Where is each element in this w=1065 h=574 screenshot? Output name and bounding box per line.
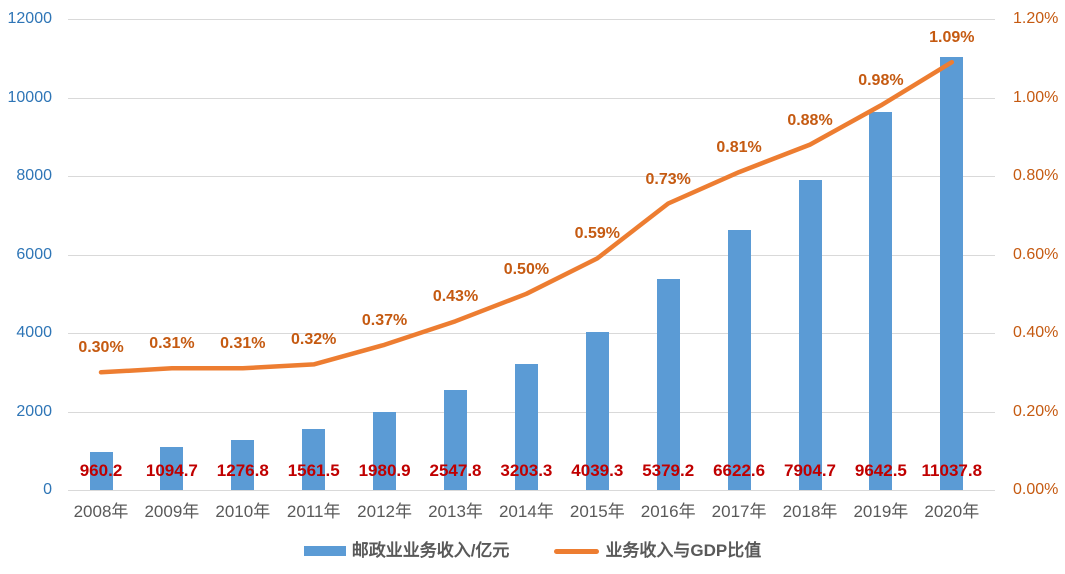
x-axis-label: 2018年 — [782, 502, 838, 521]
bar-2010年 — [231, 439, 255, 490]
bar-value-label: 1094.7 — [145, 461, 198, 480]
y-axis-right-tick: 0.20% — [1013, 402, 1059, 420]
x-axis-label: 2014年 — [498, 502, 554, 521]
line-value-label: 0.30% — [78, 339, 124, 357]
line-value-label: 0.32% — [291, 331, 337, 349]
x-axis-label: 2016年 — [640, 502, 696, 521]
gridline — [68, 490, 995, 491]
bar-value-label: 1276.8 — [216, 461, 269, 480]
line-value-label: 0.81% — [716, 139, 762, 157]
y-axis-right-tick: 1.00% — [1013, 88, 1059, 106]
gridline — [68, 333, 995, 334]
bar-value-label: 3203.3 — [500, 461, 553, 480]
y-axis-right-tick: 0.60% — [1013, 245, 1059, 263]
x-axis-label: 2012年 — [357, 502, 413, 521]
y-axis-right-tick: 0.00% — [1013, 481, 1059, 498]
y-axis-left-tick: 8000 — [16, 167, 52, 184]
line-value-label: 1.09% — [929, 29, 975, 47]
x-axis-label: 2008年 — [73, 502, 129, 521]
bar-2011年 — [302, 428, 326, 490]
legend: 邮政业业务收入/亿元 业务收入与GDP比值 — [0, 541, 1065, 561]
line-value-label: 0.50% — [503, 260, 550, 278]
bar-2016年 — [656, 278, 680, 490]
bar-value-label: 1980.9 — [358, 461, 411, 480]
x-axis-label: 2019年 — [853, 502, 909, 521]
legend-item-revenue: 邮政业业务收入/亿元 — [303, 541, 510, 561]
x-axis-label: 2020年 — [924, 502, 980, 521]
bar-2008年 — [89, 452, 113, 490]
line-series-legend-label: 业务收入与GDP比值 — [605, 541, 762, 560]
x-axis-label: 2013年 — [428, 502, 483, 521]
bar-value-label: 11037.8 — [921, 461, 983, 480]
y-axis-left-tick: 0 — [43, 481, 52, 498]
gridline — [68, 254, 995, 256]
line-value-label: 0.88% — [787, 111, 833, 129]
line-value-label: 0.98% — [858, 72, 904, 90]
y-axis-right-tick: 0.80% — [1013, 167, 1059, 184]
bar-series-legend-label: 邮政业业务收入/亿元 — [351, 541, 510, 560]
line-value-label: 0.59% — [574, 225, 620, 243]
bar-value-label: 2547.8 — [429, 461, 482, 480]
y-axis-left-tick: 4000 — [16, 324, 52, 341]
y-axis-left-tick: 10000 — [7, 88, 53, 106]
bar-2017年 — [727, 230, 751, 490]
legend-item-gdp-ratio: 业务收入与GDP比值 — [554, 541, 761, 561]
bar-2009年 — [160, 447, 184, 490]
y-axis-left-tick: 12000 — [7, 10, 53, 27]
bar-2020年 — [940, 56, 964, 490]
y-axis-left-tick: 6000 — [16, 245, 52, 263]
y-axis-right-tick: 0.40% — [1013, 324, 1059, 341]
bar-value-label: 5379.2 — [642, 461, 695, 480]
bar-value-label: 6622.6 — [713, 461, 766, 480]
gridline — [68, 97, 995, 99]
gridline — [68, 19, 995, 20]
bar-2014年 — [514, 364, 538, 490]
y-axis-left-tick: 2000 — [16, 402, 52, 420]
bar-value-label: 4039.3 — [571, 461, 624, 480]
bar-value-label: 1561.5 — [287, 461, 340, 480]
line-value-label: 0.37% — [361, 311, 408, 329]
x-axis-label: 2011年 — [286, 502, 341, 521]
bar-value-label: 7904.7 — [784, 461, 836, 480]
bar-2012年 — [373, 412, 397, 490]
gdp-ratio-line — [98, 59, 955, 375]
line-value-label: 0.31% — [149, 335, 195, 353]
x-axis-label: 2009年 — [144, 502, 200, 521]
bar-value-label: 9642.5 — [854, 461, 907, 480]
y-axis-right-tick: 1.20% — [1013, 10, 1059, 27]
bar-series-swatch-icon — [303, 546, 346, 556]
line-value-label: 0.43% — [432, 288, 479, 306]
line-series-swatch-icon — [554, 548, 600, 554]
x-axis-label: 2010年 — [215, 502, 271, 521]
bar-value-label: 960.2 — [79, 461, 123, 480]
x-axis-label: 2017年 — [711, 502, 767, 521]
gridline — [68, 176, 995, 177]
line-value-label: 0.31% — [220, 335, 266, 353]
x-axis-label: 2015年 — [569, 502, 625, 521]
bar-2018年 — [798, 179, 822, 490]
bar-2013年 — [444, 390, 467, 490]
bar-2019年 — [869, 111, 893, 490]
line-value-label: 0.73% — [645, 170, 691, 188]
